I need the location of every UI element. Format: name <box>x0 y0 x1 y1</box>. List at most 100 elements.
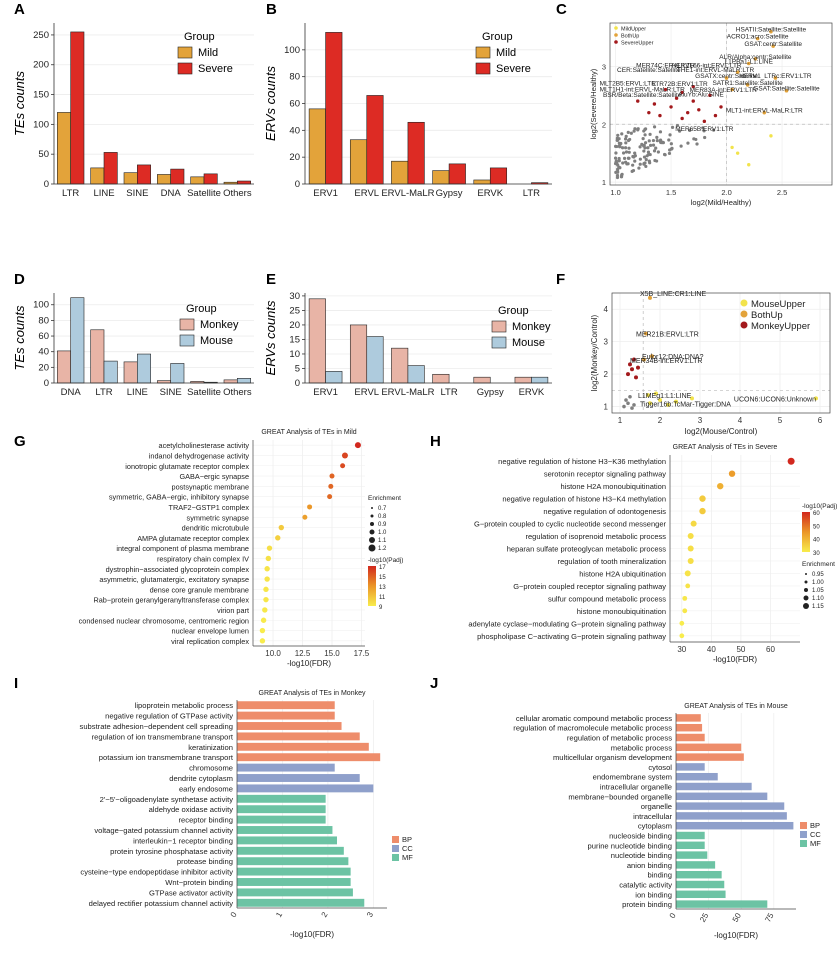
size-legend-dot <box>371 507 373 509</box>
term-label: asymmetric, glutamatergic, excitatory sy… <box>99 575 249 584</box>
legend-swatch <box>179 318 195 331</box>
dot <box>787 457 795 465</box>
bar-mf <box>237 857 349 866</box>
y-tick-label: 3 <box>604 338 609 347</box>
point <box>624 150 629 154</box>
term-label: histone H2A ubiquitination <box>579 569 666 578</box>
bar-mf <box>676 890 726 899</box>
point-both-up <box>746 61 751 66</box>
color-legend-label: 9 <box>379 605 383 611</box>
point <box>626 138 631 143</box>
bar-mild-erv1 <box>308 108 326 185</box>
category-label: protease binding <box>177 857 233 866</box>
x-tick-label: 2 <box>658 416 663 425</box>
x-tick-label: DNA <box>161 188 182 199</box>
legend-label: MF <box>402 853 413 862</box>
x-axis-label: log2(Mouse/Control) <box>685 427 758 436</box>
point <box>692 137 696 141</box>
panel-letter-d: D <box>14 271 25 288</box>
point-mouse-upper <box>654 391 658 396</box>
bar-mf <box>237 805 326 814</box>
legend-label: Severe <box>198 63 233 75</box>
point-both-up <box>650 354 654 359</box>
size-legend-dot <box>369 529 375 535</box>
point-mouse-upper <box>646 393 650 398</box>
x-axis-label: -log10(FDR) <box>287 659 331 668</box>
size-legend-label: 1.00 <box>812 580 824 586</box>
y-axis-label: TEs counts <box>12 305 27 371</box>
dot <box>275 535 281 541</box>
point-mouse-upper <box>814 396 818 401</box>
chart-d: DNA LTR LINE SINE Satellite Others 0 20 40 60 80 10… <box>12 293 254 398</box>
legend-title: Group <box>498 305 529 317</box>
legend-title: Group <box>184 31 215 43</box>
dot <box>259 627 266 634</box>
x-tick-label: 3 <box>698 416 703 425</box>
x-axis-label: -log10(FDR) <box>714 931 758 940</box>
x-tick-label: 5 <box>778 416 783 425</box>
legend-label: Mild <box>198 47 218 59</box>
x-tick-label: 40 <box>707 645 716 654</box>
category-label: interleukin−1 receptor binding <box>133 836 233 845</box>
point-label: GSATX:centr:Satellite <box>695 73 758 80</box>
x-tick-label: Satellite <box>187 387 221 398</box>
point <box>642 161 646 166</box>
term-label: histone H2A monoubiquitination <box>561 482 667 491</box>
point-both-up <box>784 88 789 93</box>
x-tick-label: SINE <box>126 188 148 199</box>
dot <box>728 470 736 477</box>
bar-monkey-others <box>223 379 238 384</box>
size-legend-dot <box>368 544 376 552</box>
point-mild-upper <box>769 134 773 138</box>
bar-cc <box>676 782 752 791</box>
y-tick-label: 100 <box>33 119 49 130</box>
dot <box>259 638 266 644</box>
color-legend-title: -log10(Padj) <box>802 503 837 510</box>
bar-bp <box>676 723 703 732</box>
bar-monkey-ervl-malr <box>391 347 409 384</box>
dot <box>687 533 694 540</box>
point <box>667 151 672 156</box>
y-tick-label: 20 <box>289 320 300 331</box>
bar-mild-line <box>90 167 105 185</box>
bar-monkey-gypsy <box>473 376 491 384</box>
point-label: AluYb:Alu:SINE <box>678 91 724 98</box>
bar-mouse-ervl-malr <box>407 365 425 384</box>
term-label: virion part <box>217 606 249 615</box>
bar-severe-gypsy <box>448 163 466 185</box>
point <box>631 163 635 167</box>
point <box>647 152 651 157</box>
bar-monkey-ltr <box>90 329 105 384</box>
legend-dot <box>614 26 618 30</box>
point <box>643 141 648 145</box>
bar-monkey-dna <box>57 350 71 384</box>
size-legend-label: 0.9 <box>378 522 387 528</box>
y-tick-label: 100 <box>284 45 300 56</box>
dot <box>327 494 333 500</box>
point-monkey-upper <box>634 375 638 380</box>
dot <box>341 452 348 459</box>
dot <box>690 520 697 527</box>
point <box>614 151 618 155</box>
x-tick-label: LTR <box>523 188 540 199</box>
bar-mouse-ervk <box>531 376 549 384</box>
category-label: receptor binding <box>179 816 233 825</box>
point <box>712 128 716 132</box>
point-label: GSAT:Satellite:Satellite <box>753 86 820 93</box>
point-mouse-upper <box>648 401 652 406</box>
point <box>620 132 624 136</box>
y-axis-label: log2(Monkey/Control) <box>590 314 599 391</box>
point <box>644 158 648 162</box>
x-tick-label: ERVK <box>477 188 503 199</box>
point-label: HERVL66-int:ERVL:LTR <box>672 63 742 70</box>
y-tick-label: 0 <box>44 378 49 389</box>
point <box>623 146 628 150</box>
bar-mouse-erv1 <box>325 371 343 384</box>
point <box>623 137 628 141</box>
category-label: endomembrane system <box>593 773 672 782</box>
point-mild-upper <box>730 145 734 150</box>
x-tick-label: LTR <box>95 387 112 398</box>
bar-severe-erv1 <box>325 32 343 185</box>
legend-dot <box>614 33 618 37</box>
term-label: sulfur compound metabolic process <box>548 594 666 603</box>
